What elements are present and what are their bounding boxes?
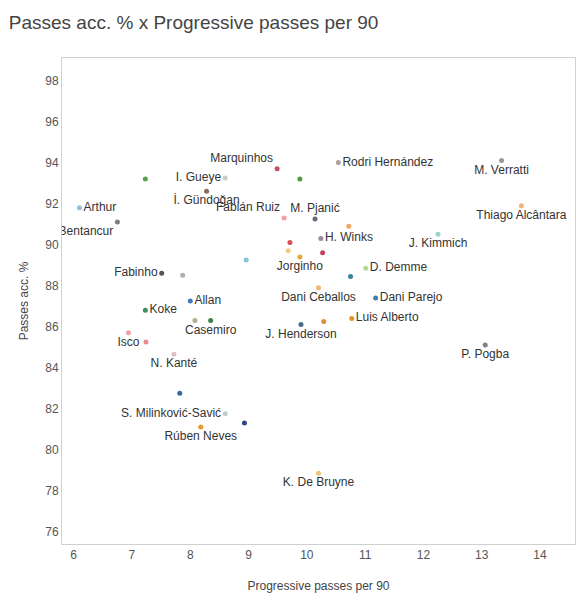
svg-text:Thiago Alcântara: Thiago Alcântara bbox=[476, 208, 566, 222]
svg-text:Arthur: Arthur bbox=[84, 200, 117, 214]
svg-text:88: 88 bbox=[45, 279, 59, 293]
svg-text:6: 6 bbox=[70, 548, 77, 562]
svg-text:13: 13 bbox=[475, 548, 489, 562]
svg-text:I. Gueye: I. Gueye bbox=[176, 170, 222, 184]
svg-text:Fabinho: Fabinho bbox=[114, 265, 158, 279]
svg-text:Luis Alberto: Luis Alberto bbox=[356, 310, 419, 324]
svg-text:R. Bentancur: R. Bentancur bbox=[62, 224, 113, 238]
svg-text:86: 86 bbox=[45, 320, 59, 334]
svg-text:Allan: Allan bbox=[194, 293, 221, 307]
svg-text:12: 12 bbox=[417, 548, 431, 562]
svg-text:82: 82 bbox=[45, 402, 59, 416]
svg-text:14: 14 bbox=[533, 548, 547, 562]
svg-text:8: 8 bbox=[187, 548, 194, 562]
svg-text:Jorginho: Jorginho bbox=[277, 259, 323, 273]
svg-text:Marquinhos: Marquinhos bbox=[210, 151, 273, 165]
svg-text:J. Kimmich: J. Kimmich bbox=[409, 236, 468, 250]
svg-text:92: 92 bbox=[45, 197, 59, 211]
svg-text:M. Pjanić: M. Pjanić bbox=[290, 201, 339, 215]
svg-text:S. Milinković-Savić: S. Milinković-Savić bbox=[121, 406, 221, 420]
svg-text:98: 98 bbox=[45, 74, 59, 88]
svg-text:Fabián Ruiz: Fabián Ruiz bbox=[216, 200, 280, 214]
svg-text:Casemiro: Casemiro bbox=[185, 323, 237, 337]
svg-text:Dani Parejo: Dani Parejo bbox=[380, 290, 443, 304]
svg-text:84: 84 bbox=[45, 361, 59, 375]
svg-text:Dani Ceballos: Dani Ceballos bbox=[281, 290, 356, 304]
svg-text:9: 9 bbox=[245, 548, 252, 562]
svg-text:H. Winks: H. Winks bbox=[325, 230, 373, 244]
svg-text:10: 10 bbox=[300, 548, 314, 562]
svg-text:96: 96 bbox=[45, 115, 59, 129]
svg-text:Progressive passes per 90: Progressive passes per 90 bbox=[247, 579, 389, 593]
svg-text:80: 80 bbox=[45, 443, 59, 457]
svg-text:N. Kanté: N. Kanté bbox=[151, 356, 198, 370]
svg-text:Passes acc. %: Passes acc. % bbox=[17, 261, 31, 340]
svg-text:Rodri Hernández: Rodri Hernández bbox=[342, 155, 433, 169]
svg-text:J. Henderson: J. Henderson bbox=[265, 327, 336, 341]
svg-text:Koke: Koke bbox=[149, 302, 177, 316]
svg-text:Rúben Neves: Rúben Neves bbox=[164, 429, 237, 443]
svg-text:78: 78 bbox=[45, 484, 59, 498]
svg-text:7: 7 bbox=[129, 548, 136, 562]
svg-text:94: 94 bbox=[45, 156, 59, 170]
svg-text:D. Demme: D. Demme bbox=[370, 260, 428, 274]
svg-text:76: 76 bbox=[45, 525, 59, 539]
svg-text:İ. Gündoğan: İ. Gündoğan bbox=[174, 193, 240, 207]
svg-text:Passes acc. % x Progressive pa: Passes acc. % x Progressive passes per 9… bbox=[9, 12, 379, 33]
svg-text:K. De Bruyne: K. De Bruyne bbox=[283, 475, 355, 489]
svg-text:P. Pogba: P. Pogba bbox=[461, 347, 509, 361]
svg-text:M. Verratti: M. Verratti bbox=[474, 163, 529, 177]
svg-text:11: 11 bbox=[359, 548, 372, 562]
svg-text:90: 90 bbox=[45, 238, 59, 252]
svg-text:Isco: Isco bbox=[117, 335, 139, 349]
